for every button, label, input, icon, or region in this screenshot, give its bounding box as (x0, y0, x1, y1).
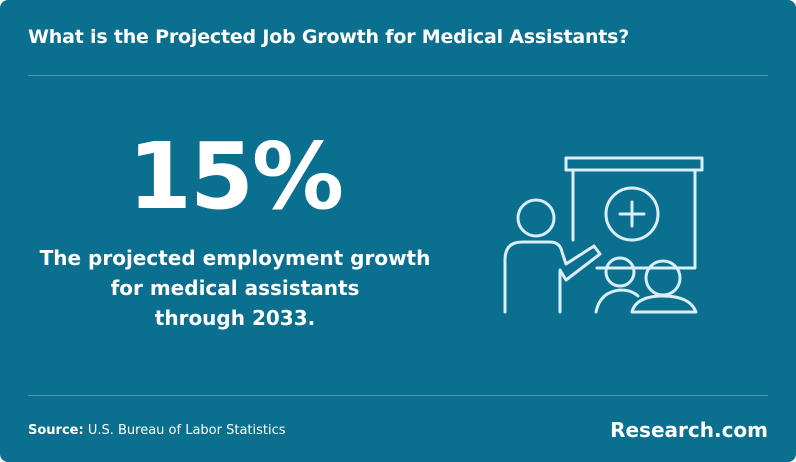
description-line: The projected employment growth (39, 246, 431, 270)
description-line: for medical assistants (110, 276, 360, 300)
description-line: through 2033. (154, 306, 316, 330)
brand-logo: Research.com (610, 418, 768, 442)
stat-description: The projected employment growth for medi… (35, 243, 435, 333)
title: What is the Projected Job Growth for Med… (28, 26, 630, 48)
presentation-icon (503, 156, 704, 314)
source: Source: U.S. Bureau of Labor Statistics (28, 423, 286, 438)
source-label: Source: (28, 423, 84, 438)
source-text: U.S. Bureau of Labor Statistics (87, 423, 286, 438)
divider (28, 75, 768, 76)
divider (28, 395, 768, 396)
stat-value: 15% (127, 123, 344, 230)
